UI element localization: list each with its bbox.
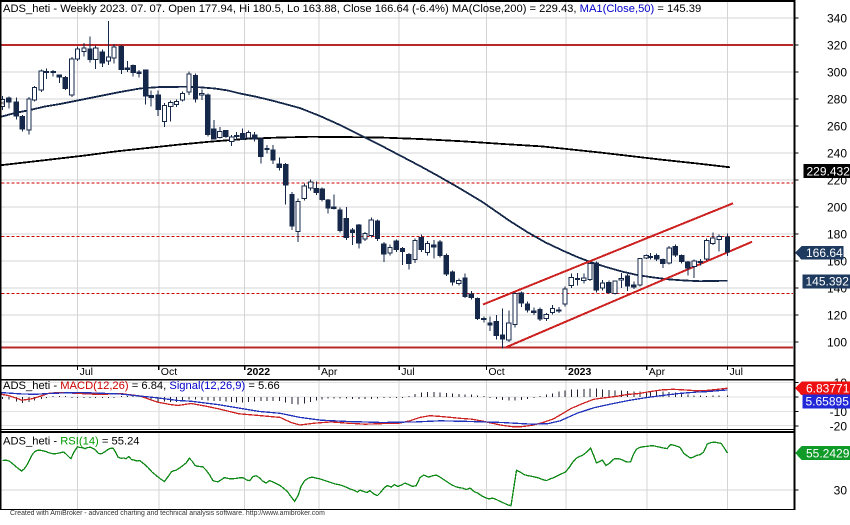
svg-text:Apr: Apr xyxy=(321,366,338,378)
svg-text:180: 180 xyxy=(827,227,847,241)
svg-text:5.65895: 5.65895 xyxy=(806,395,850,409)
svg-text:Jul: Jul xyxy=(730,366,743,378)
svg-text:2023: 2023 xyxy=(568,366,592,378)
svg-text:2022: 2022 xyxy=(247,366,271,378)
svg-text:340: 340 xyxy=(827,11,847,25)
svg-text:320: 320 xyxy=(827,38,847,52)
svg-text:30: 30 xyxy=(834,483,848,497)
svg-text:145.392: 145.392 xyxy=(806,275,850,289)
svg-text:Jul: Jul xyxy=(80,366,93,378)
svg-text:200: 200 xyxy=(827,200,847,214)
svg-text:280: 280 xyxy=(827,92,847,106)
svg-text:Oct: Oct xyxy=(161,366,177,378)
svg-text:Apr: Apr xyxy=(649,366,666,378)
svg-text:260: 260 xyxy=(827,119,847,133)
svg-text:ADS_heti - MACD(12,26) = 6.84,: ADS_heti - MACD(12,26) = 6.84, Signal(12… xyxy=(3,380,280,392)
svg-text:120: 120 xyxy=(827,308,847,322)
svg-text:100: 100 xyxy=(827,335,847,349)
svg-text:300: 300 xyxy=(827,65,847,79)
svg-text:ADS_heti - Weekly 2023. 07. 07: ADS_heti - Weekly 2023. 07. 07. Open 177… xyxy=(3,3,701,15)
svg-text:229.432: 229.432 xyxy=(807,164,850,178)
svg-text:166.64: 166.64 xyxy=(806,246,843,260)
svg-text:ADS_heti - RSI(14) = 55.24: ADS_heti - RSI(14) = 55.24 xyxy=(3,435,140,447)
svg-text:6.83771: 6.83771 xyxy=(806,382,850,396)
svg-text:Oct: Oct xyxy=(488,366,504,378)
svg-text:Created with AmiBroker - advan: Created with AmiBroker - advanced charti… xyxy=(10,510,325,517)
svg-text:Jul: Jul xyxy=(401,366,414,378)
svg-text:-20: -20 xyxy=(830,419,848,433)
svg-text:240: 240 xyxy=(827,146,847,160)
svg-text:55.2429: 55.2429 xyxy=(806,446,850,460)
